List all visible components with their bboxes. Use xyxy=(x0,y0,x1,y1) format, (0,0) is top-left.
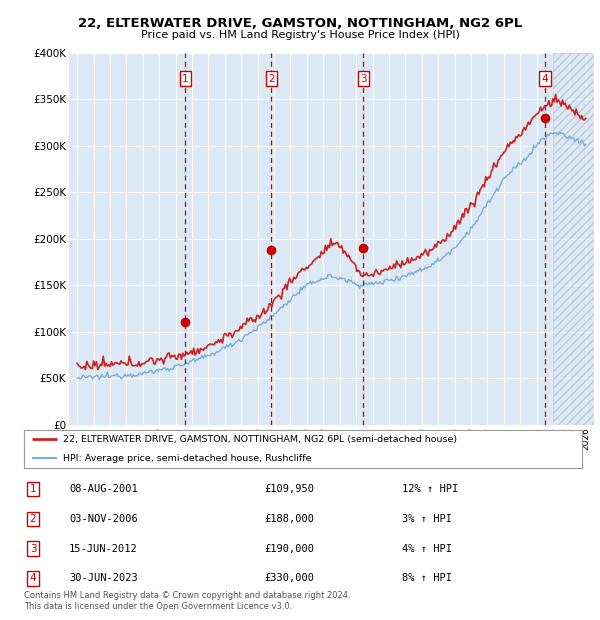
Text: HPI: Average price, semi-detached house, Rushcliffe: HPI: Average price, semi-detached house,… xyxy=(63,454,311,463)
Text: 3: 3 xyxy=(360,74,367,84)
Text: 1: 1 xyxy=(182,74,189,84)
Text: 4: 4 xyxy=(29,574,37,583)
Text: 08-AUG-2001: 08-AUG-2001 xyxy=(69,484,138,494)
Text: 4% ↑ HPI: 4% ↑ HPI xyxy=(402,544,452,554)
Text: Contains HM Land Registry data © Crown copyright and database right 2024.
This d: Contains HM Land Registry data © Crown c… xyxy=(24,591,350,611)
Text: £330,000: £330,000 xyxy=(264,574,314,583)
Text: 3: 3 xyxy=(29,544,37,554)
Text: Price paid vs. HM Land Registry's House Price Index (HPI): Price paid vs. HM Land Registry's House … xyxy=(140,30,460,40)
Text: £190,000: £190,000 xyxy=(264,544,314,554)
Text: 22, ELTERWATER DRIVE, GAMSTON, NOTTINGHAM, NG2 6PL (semi-detached house): 22, ELTERWATER DRIVE, GAMSTON, NOTTINGHA… xyxy=(63,435,457,444)
Text: 2: 2 xyxy=(29,514,37,524)
Text: £188,000: £188,000 xyxy=(264,514,314,524)
Text: 15-JUN-2012: 15-JUN-2012 xyxy=(69,544,138,554)
Text: 4: 4 xyxy=(541,74,548,84)
Text: 03-NOV-2006: 03-NOV-2006 xyxy=(69,514,138,524)
Text: 30-JUN-2023: 30-JUN-2023 xyxy=(69,574,138,583)
Text: 12% ↑ HPI: 12% ↑ HPI xyxy=(402,484,458,494)
Text: 8% ↑ HPI: 8% ↑ HPI xyxy=(402,574,452,583)
Text: 2: 2 xyxy=(268,74,275,84)
Text: 1: 1 xyxy=(29,484,37,494)
Text: 22, ELTERWATER DRIVE, GAMSTON, NOTTINGHAM, NG2 6PL: 22, ELTERWATER DRIVE, GAMSTON, NOTTINGHA… xyxy=(78,17,522,30)
Text: 3% ↑ HPI: 3% ↑ HPI xyxy=(402,514,452,524)
Text: £109,950: £109,950 xyxy=(264,484,314,494)
Bar xyxy=(553,53,600,425)
